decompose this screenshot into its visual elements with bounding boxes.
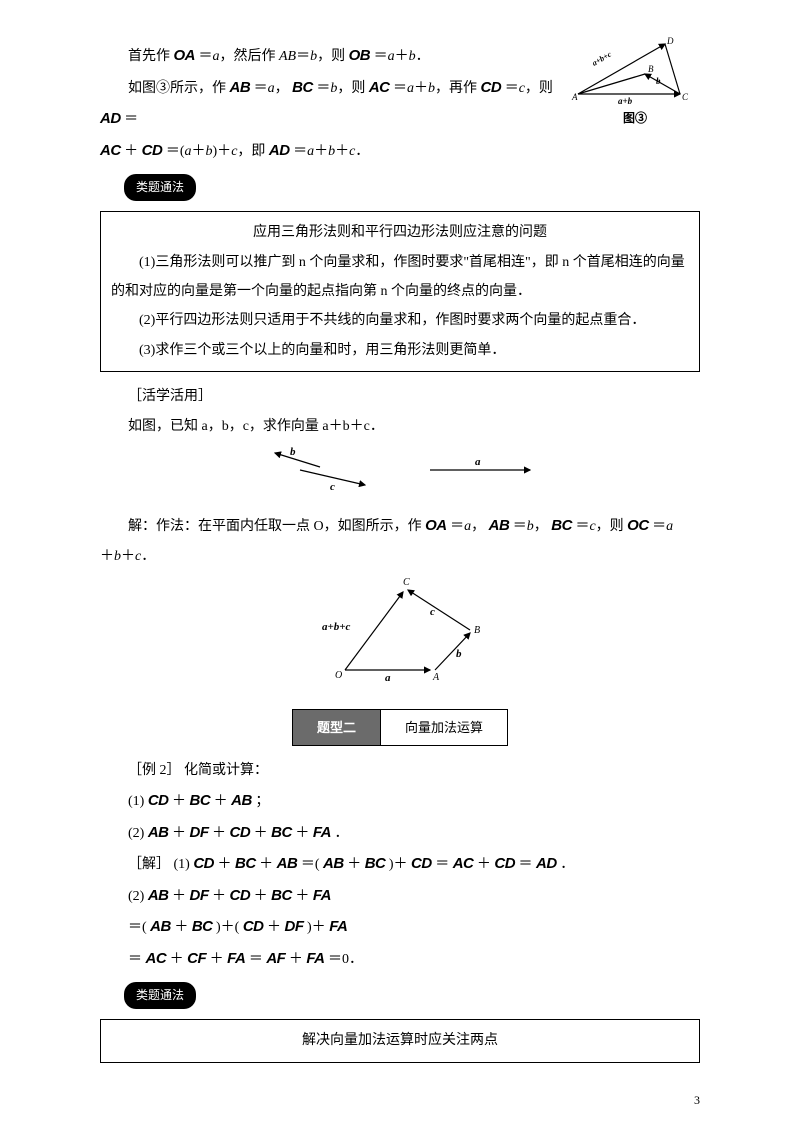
section-title-box: 题型二 向量加法运算 [100, 709, 700, 746]
svg-text:a: a [385, 672, 391, 684]
box-1-title: 应用三角形法则和平行四边形法则应注意的问题 [111, 218, 689, 247]
sol2-line-2: (2) AB ＋ DF ＋ CD ＋ BC ＋ FA [100, 880, 700, 912]
svg-text:A: A [432, 672, 440, 683]
activity-question: 如图，已知 a，b，c，求作向量 a＋b＋c． [100, 412, 700, 441]
svg-text:b: b [290, 446, 296, 458]
page-number: 3 [694, 1088, 700, 1113]
box-1-p3: (3)求作三个或三个以上的向量和时，用三角形法则更简单． [111, 336, 689, 365]
svg-text:a+b: a+b [618, 96, 633, 106]
activity-figure: b c a [100, 445, 700, 506]
svg-text:a+b+c: a+b+c [591, 49, 614, 67]
svg-text:B: B [474, 625, 480, 636]
sol2-line-3: ＝( AB ＋ BC )＋( CD ＋ DF )＋ FA [100, 911, 700, 943]
box-1: 应用三角形法则和平行四边形法则应注意的问题 (1)三角形法则可以推广到 n 个向… [100, 211, 700, 372]
activity-head: ［活学活用］ [100, 382, 700, 411]
sol2-line-4: ＝ AC ＋ CF ＋ FA ＝ AF ＋ FA ＝0． [100, 943, 700, 975]
sol2-line-1: ［解］ (1) CD ＋ BC ＋ AB ＝( AB ＋ BC )＋ CD ＝ … [100, 848, 700, 880]
svg-text:a+b+c: a+b+c [322, 621, 351, 633]
ex2-line-2: (2) AB ＋ DF ＋ CD ＋ BC ＋ FA ． [100, 817, 700, 849]
pill-1: 类题通法 [124, 174, 196, 201]
solution-text-2: ＋b＋c． [100, 542, 700, 571]
svg-text:a: a [475, 456, 481, 468]
svg-text:C: C [682, 92, 689, 102]
pill-2: 类题通法 [124, 982, 196, 1009]
solution-text: 解：作法：在平面内任取一点 O，如图所示，作 OA ＝a， AB ＝b， BC … [100, 510, 700, 542]
section-name: 向量加法运算 [381, 709, 508, 745]
box-2-title: 解决向量加法运算时应关注两点 [111, 1026, 689, 1055]
line-3: AC ＋ CD ＝(a＋b)＋c，即 AD ＝a＋b＋c． [100, 135, 700, 167]
svg-text:b: b [656, 76, 661, 86]
svg-text:c: c [330, 481, 335, 493]
svg-text:O: O [335, 670, 342, 681]
section-label: 题型二 [292, 709, 380, 745]
ex2-line-1: (1) CD ＋ BC ＋ AB ； [100, 785, 700, 817]
svg-text:b: b [456, 648, 462, 660]
example-2-head: ［例 2］ 化简或计算： [100, 756, 700, 785]
box-2: 解决向量加法运算时应关注两点 [100, 1019, 700, 1062]
solution-figure: O A B C a b c a+b+c [100, 575, 700, 696]
box-1-p2: (2)平行四边形法则只适用于不共线的向量求和，作图时要求两个向量的起点重合． [111, 306, 689, 335]
box-1-p1: (1)三角形法则可以推广到 n 个向量求和，作图时要求"首尾相连"，即 n 个首… [111, 248, 689, 307]
svg-text:D: D [666, 36, 674, 46]
svg-text:C: C [403, 577, 410, 588]
figure-3: A C B D a+b+c b a+b 图③ [570, 36, 700, 131]
svg-text:B: B [648, 64, 654, 74]
svg-text:c: c [430, 606, 435, 618]
svg-text:A: A [571, 92, 578, 102]
figure-3-caption: 图③ [570, 106, 700, 131]
